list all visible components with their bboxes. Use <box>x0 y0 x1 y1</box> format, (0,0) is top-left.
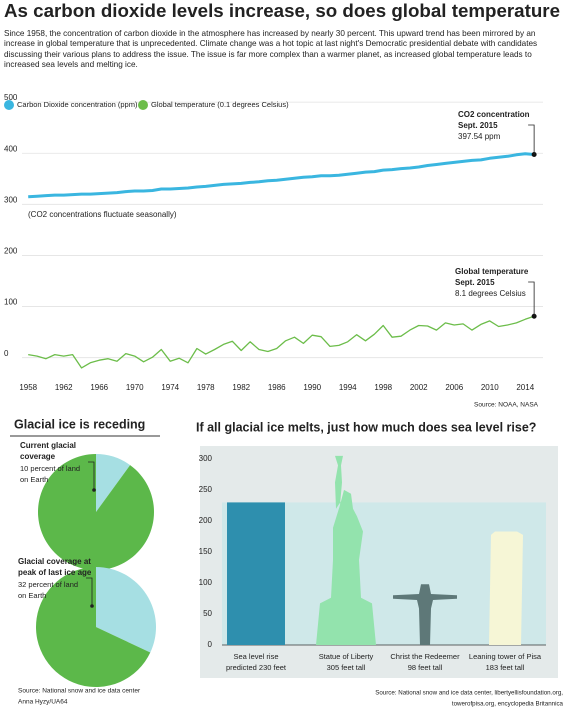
source: towerofpisa.org, encyclopedia Britannica <box>452 701 564 708</box>
pie-label: peak of last ice age <box>18 568 92 577</box>
section-title: Glacial ice is receding <box>14 417 145 431</box>
x-tick-label: 1962 <box>55 383 73 392</box>
leader-line <box>528 124 535 155</box>
x-tick-label: 2010 <box>481 383 499 392</box>
pie-label: Current glacial <box>20 441 76 450</box>
y-tick-label: 0 <box>4 349 9 358</box>
pie-note: on Earth <box>20 475 48 484</box>
y-tick-label: 100 <box>4 298 18 307</box>
pie-note: on Earth <box>18 591 46 600</box>
annotation: 397.54 ppm <box>458 132 501 141</box>
annotation: Sept. 2015 <box>455 278 495 287</box>
pie-note: 10 percent of land <box>20 464 80 473</box>
x-tick-label: 305 feet tall <box>327 663 366 672</box>
x-tick-label: 2006 <box>445 383 463 392</box>
x-tick-label: 1986 <box>268 383 286 392</box>
credit: Anna Hyzy/UA64 <box>18 699 68 706</box>
legend-label: Global temperature (0.1 degrees Celsius) <box>151 100 289 109</box>
pie-slice <box>96 567 157 653</box>
legend-label: Carbon Dioxide concentration (ppm) <box>17 100 138 109</box>
x-tick-label: 1982 <box>232 383 250 392</box>
x-tick-label: predicted 230 feet <box>226 663 287 672</box>
y-tick-label: 400 <box>4 144 18 153</box>
series-line <box>28 152 535 199</box>
annotation: 8.1 degrees Celsius <box>455 289 526 298</box>
y-tick-label: 300 <box>4 195 18 204</box>
y-tick-label: 100 <box>199 578 213 587</box>
pie-label: Glacial coverage at <box>18 557 91 566</box>
legend-swatch <box>138 100 148 110</box>
y-tick-label: 250 <box>199 485 213 494</box>
leader-line <box>528 281 535 317</box>
x-tick-label: 1974 <box>161 383 179 392</box>
x-tick-label: Leaning tower of Pisa <box>469 652 542 661</box>
x-tick-label: 1966 <box>90 383 108 392</box>
y-tick-label: 150 <box>199 547 213 556</box>
intro-text: Since 1958, the concentration of carbon … <box>4 29 538 70</box>
leader-line <box>86 577 93 606</box>
series-line <box>28 315 535 369</box>
x-tick-label: 2014 <box>516 383 534 392</box>
leader-dot <box>90 604 94 608</box>
x-tick-label: Christ the Redeemer <box>390 652 460 661</box>
y-tick-label: 300 <box>199 454 213 463</box>
x-tick-label: Statue of Liberty <box>319 652 374 661</box>
x-tick-label: 1998 <box>374 383 392 392</box>
y-tick-label: 200 <box>4 247 18 256</box>
x-tick-label: 98 feet tall <box>408 663 443 672</box>
pie-slice <box>96 454 131 512</box>
source: Source: National snow and ice data cente… <box>375 690 563 697</box>
bar <box>227 502 285 645</box>
pie-label: coverage <box>20 452 56 461</box>
annotation: Sept. 2015 <box>458 121 498 130</box>
annotation: CO2 concentration <box>458 110 530 119</box>
x-tick-label: Sea level rise <box>233 652 278 661</box>
page-title: As carbon dioxide levels increase, so do… <box>4 1 560 21</box>
chart-title: If all glacial ice melts, just how much … <box>196 420 536 434</box>
leader-dot <box>92 488 96 492</box>
y-tick-label: 50 <box>203 609 212 618</box>
x-tick-label: 1990 <box>303 383 321 392</box>
annotation: (CO2 concentrations fluctuate seasonally… <box>28 210 177 219</box>
y-tick-label: 0 <box>208 640 213 649</box>
bar <box>316 455 376 645</box>
x-tick-label: 2002 <box>410 383 428 392</box>
source: Source: NOAA, NASA <box>474 402 539 409</box>
x-tick-label: 1994 <box>339 383 357 392</box>
source: Source: National snow and ice data cente… <box>18 688 141 695</box>
x-tick-label: 183 feet tall <box>486 663 525 672</box>
x-tick-label: 1970 <box>126 383 144 392</box>
annotation: Global temperature <box>455 267 529 276</box>
bar <box>489 531 523 645</box>
bar <box>393 584 457 645</box>
legend-swatch <box>4 100 14 110</box>
pie-slice <box>36 567 151 688</box>
y-tick-label: 200 <box>199 516 213 525</box>
pie-note: 32 percent of land <box>18 580 78 589</box>
leader-line <box>88 461 95 490</box>
x-tick-label: 1958 <box>19 383 37 392</box>
pie-slice <box>38 454 155 570</box>
x-tick-label: 1978 <box>197 383 215 392</box>
y-tick-label: 500 <box>4 93 18 102</box>
